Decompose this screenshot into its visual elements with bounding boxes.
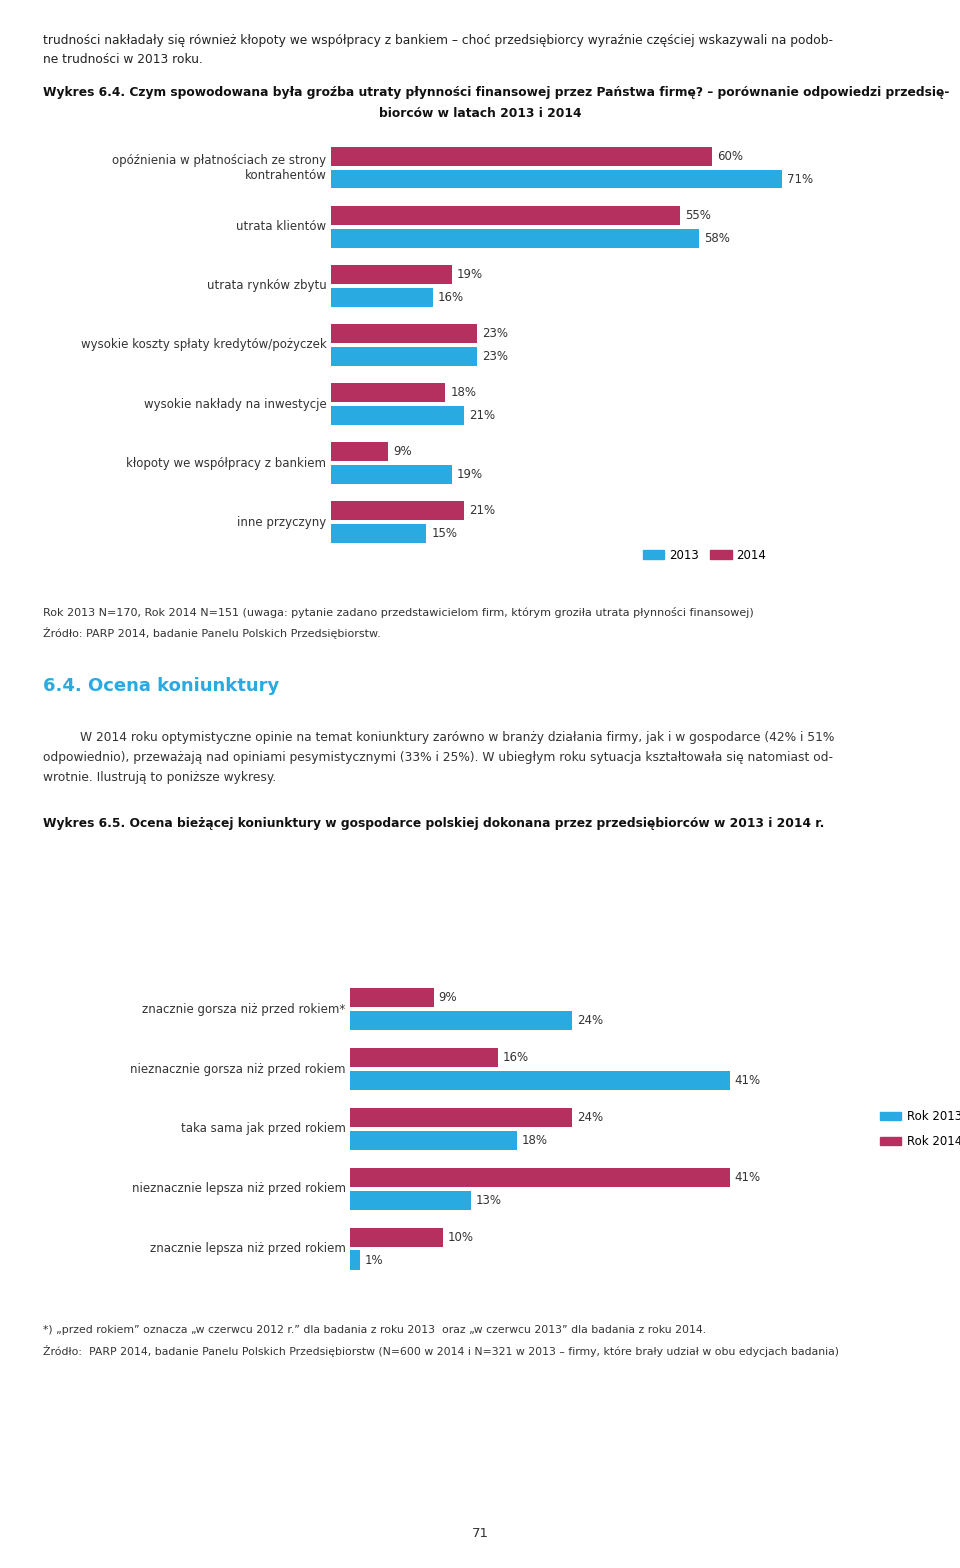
- Text: 58%: 58%: [705, 232, 731, 245]
- Text: ne trudności w 2013 roku.: ne trudności w 2013 roku.: [43, 53, 204, 66]
- Text: 16%: 16%: [503, 1051, 529, 1065]
- Bar: [350, 1228, 443, 1247]
- Bar: [331, 406, 465, 425]
- Bar: [331, 442, 388, 461]
- Text: 60%: 60%: [717, 151, 743, 163]
- Text: nieznacznie lepsza niż przed rokiem: nieznacznie lepsza niż przed rokiem: [132, 1182, 346, 1195]
- Text: 41%: 41%: [734, 1074, 760, 1087]
- Text: taka sama jak przed rokiem: taka sama jak przed rokiem: [180, 1123, 346, 1135]
- Legend: 2013, 2014: 2013, 2014: [638, 544, 771, 566]
- Bar: [350, 1071, 730, 1090]
- Bar: [331, 383, 445, 403]
- Bar: [331, 524, 426, 543]
- Text: 24%: 24%: [577, 1014, 603, 1027]
- Bar: [331, 147, 712, 166]
- Bar: [350, 1047, 498, 1068]
- Bar: [331, 464, 452, 485]
- Bar: [350, 1109, 572, 1127]
- Text: Źródło: PARP 2014, badanie Panelu Polskich Przedsiębiorstw.: Źródło: PARP 2014, badanie Panelu Polski…: [43, 627, 381, 640]
- Text: odpowiednio), przeważają nad opiniami pesymistycznymi (33% i 25%). W ubiegłym ro: odpowiednio), przeważają nad opiniami pe…: [43, 751, 833, 764]
- Text: 13%: 13%: [475, 1193, 501, 1207]
- Text: Wykres 6.5. Ocena bieżącej koniunktury w gospodarce polskiej dokonana przez prze: Wykres 6.5. Ocena bieżącej koniunktury w…: [43, 817, 825, 829]
- Text: Źródło:  PARP 2014, badanie Panelu Polskich Przedsiębiorstw (N=600 w 2014 i N=32: Źródło: PARP 2014, badanie Panelu Polski…: [43, 1345, 839, 1358]
- Text: wrotnie. Ilustrują to poniższe wykresy.: wrotnie. Ilustrują to poniższe wykresy.: [43, 771, 276, 784]
- Text: 55%: 55%: [685, 209, 711, 223]
- Text: kłopoty we współpracy z bankiem: kłopoty we współpracy z bankiem: [127, 456, 326, 469]
- Text: wysokie koszty spłaty kredytów/pożyczek: wysokie koszty spłaty kredytów/pożyczek: [81, 339, 326, 351]
- Text: 23%: 23%: [482, 350, 508, 362]
- Text: utrata klientów: utrata klientów: [236, 221, 326, 234]
- Text: 71%: 71%: [787, 172, 813, 185]
- Text: nieznacznie gorsza niż przed rokiem: nieznacznie gorsza niż przed rokiem: [131, 1063, 346, 1076]
- Text: trudności nakładały się również kłopoty we współpracy z bankiem – choć przedsięb: trudności nakładały się również kłopoty …: [43, 34, 833, 47]
- Bar: [331, 347, 477, 365]
- Bar: [350, 1168, 730, 1187]
- Text: 6.4. Ocena koniunktury: 6.4. Ocena koniunktury: [43, 677, 279, 695]
- Text: 23%: 23%: [482, 328, 508, 340]
- Text: 21%: 21%: [469, 409, 495, 422]
- Bar: [331, 229, 699, 248]
- Text: 21%: 21%: [469, 505, 495, 517]
- Text: 10%: 10%: [447, 1231, 473, 1243]
- Text: *) „przed rokiem” oznacza „w czerwcu 2012 r.” dla badania z roku 2013  oraz „w c: *) „przed rokiem” oznacza „w czerwcu 201…: [43, 1325, 707, 1334]
- Bar: [331, 502, 465, 521]
- Text: 24%: 24%: [577, 1112, 603, 1124]
- Text: 41%: 41%: [734, 1171, 760, 1184]
- Text: 15%: 15%: [431, 527, 458, 539]
- Text: Wykres 6.4. Czym spowodowana była groźba utraty płynności finansowej przez Państ: Wykres 6.4. Czym spowodowana była groźba…: [43, 86, 949, 99]
- Bar: [350, 988, 434, 1007]
- Bar: [350, 1131, 516, 1149]
- Bar: [331, 265, 452, 284]
- Text: 71: 71: [471, 1527, 489, 1540]
- Text: Rok 2013 N=170, Rok 2014 N=151 (uwaga: pytanie zadano przedstawicielom firm, któ: Rok 2013 N=170, Rok 2014 N=151 (uwaga: p…: [43, 607, 754, 618]
- Text: 19%: 19%: [457, 268, 483, 281]
- Text: 18%: 18%: [521, 1134, 547, 1146]
- Text: W 2014 roku optymistyczne opinie na temat koniunktury zarówno w branży działania: W 2014 roku optymistyczne opinie na tema…: [80, 731, 834, 743]
- Text: 16%: 16%: [438, 290, 464, 304]
- Text: znacznie gorsza niż przed rokiem*: znacznie gorsza niż przed rokiem*: [142, 1002, 346, 1016]
- Legend: Rok 2013, Rok 2014: Rok 2013, Rok 2014: [876, 1105, 960, 1152]
- Text: biorców w latach 2013 i 2014: biorców w latach 2013 i 2014: [379, 107, 581, 119]
- Text: 18%: 18%: [450, 386, 476, 400]
- Text: wysokie nakłady na inwestycje: wysokie nakłady na inwestycje: [144, 398, 326, 411]
- Text: opóźnienia w płatnościach ze strony
kontrahentów: opóźnienia w płatnościach ze strony kont…: [112, 154, 326, 182]
- Bar: [331, 325, 477, 343]
- Text: 9%: 9%: [394, 445, 412, 458]
- Text: 1%: 1%: [364, 1253, 383, 1267]
- Text: 19%: 19%: [457, 467, 483, 481]
- Bar: [331, 169, 781, 188]
- Bar: [350, 1251, 360, 1270]
- Text: inne przyczyny: inne przyczyny: [237, 516, 326, 528]
- Text: znacznie lepsza niż przed rokiem: znacznie lepsza niż przed rokiem: [150, 1242, 346, 1256]
- Text: 9%: 9%: [439, 991, 457, 1005]
- Bar: [350, 1190, 470, 1210]
- Bar: [350, 1011, 572, 1030]
- Bar: [331, 205, 681, 226]
- Text: utrata rynków zbytu: utrata rynków zbytu: [206, 279, 326, 292]
- Bar: [331, 287, 433, 307]
